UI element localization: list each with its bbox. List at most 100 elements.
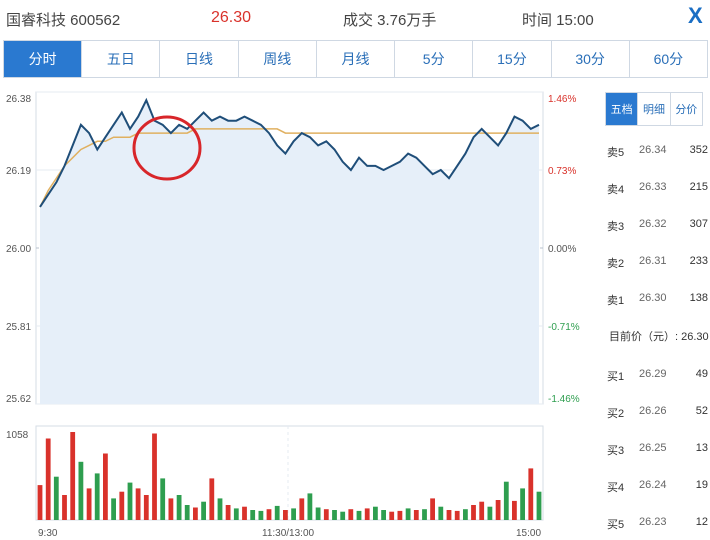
tab-daily[interactable]: 日线 — [160, 41, 239, 77]
volume-bar — [487, 506, 493, 520]
volume-bar — [176, 495, 182, 520]
ask-row: 卖5 26.34 352 — [605, 141, 708, 161]
percent-tick-label: -0.71% — [548, 322, 580, 333]
volume-bar — [127, 482, 133, 520]
ask-volume: 307 — [689, 218, 708, 230]
price-tick-label: 25.62 — [6, 394, 31, 405]
price-tick-label: 26.19 — [6, 166, 31, 177]
volume-bar — [446, 510, 452, 520]
volume-bar — [53, 476, 59, 520]
percent-tick-label: 0.00% — [548, 244, 576, 255]
volume-bar — [364, 508, 370, 520]
bid-volume: 19 — [695, 479, 708, 491]
highlight-circle — [132, 115, 202, 181]
average-price-line — [39, 128, 539, 208]
volume-text: 成交 3.76万手 — [343, 12, 437, 29]
volume-bar — [389, 511, 395, 520]
bid-volume: 49 — [695, 368, 708, 380]
volume-bar — [160, 478, 166, 520]
percent-tick-label: 1.46% — [548, 94, 576, 105]
volume-bar — [520, 488, 525, 520]
intraday-chart: 26.38 26.19 26.00 25.81 25.62 1.46% 0.73% 0.00… — [6, 91, 580, 539]
volume-bar — [503, 481, 509, 520]
tab-15min[interactable]: 15分 — [473, 41, 552, 77]
volume-bar — [250, 510, 256, 520]
volume-bar — [242, 506, 247, 520]
tab-order-book[interactable]: 五档 — [606, 93, 639, 125]
volume-bar — [381, 510, 386, 520]
price-tick-label: 26.00 — [6, 244, 31, 255]
volume-bar — [332, 510, 337, 520]
volume-bars — [37, 432, 542, 520]
tab-30min[interactable]: 30分 — [551, 41, 630, 77]
ask-label: 卖3 — [607, 221, 625, 233]
ask-volume: 352 — [689, 144, 708, 156]
tab-60min[interactable]: 60分 — [629, 41, 707, 77]
tab-trade-detail[interactable]: 明细 — [638, 93, 671, 125]
tab-5min[interactable]: 5分 — [395, 41, 474, 77]
ask-price: 26.33 — [639, 181, 667, 193]
ask-price: 26.32 — [639, 218, 667, 230]
volume-bar — [323, 509, 329, 520]
volume-bar — [274, 505, 280, 520]
ask-label: 卖2 — [607, 258, 625, 270]
tab-price-distribution[interactable]: 分价 — [675, 104, 698, 116]
volume-bar — [315, 507, 321, 520]
volume-bar — [135, 488, 141, 520]
ask-row: 卖3 26.32 307 — [605, 215, 708, 235]
volume-bar — [103, 453, 108, 520]
ask-price: 26.30 — [639, 292, 667, 304]
last-price: 26.30 — [211, 9, 252, 26]
volume-bar — [348, 509, 354, 520]
volume-bar — [37, 485, 43, 520]
volume-bar — [536, 491, 542, 520]
volume-bar — [258, 510, 264, 520]
ask-price: 26.34 — [639, 144, 667, 156]
volume-bar — [184, 505, 190, 520]
tab-intraday[interactable]: 分时 — [4, 41, 83, 77]
price-area-fill — [40, 100, 539, 404]
bid-row: 买1 26.29 49 — [605, 365, 708, 385]
volume-bar — [422, 509, 427, 520]
volume-bar — [283, 510, 288, 520]
price-axis-labels: 26.38 26.19 26.00 25.81 25.62 — [6, 94, 31, 405]
time-text: 时间 15:00 — [522, 12, 594, 29]
volume-bar — [168, 498, 174, 520]
ask-label: 卖1 — [607, 295, 625, 307]
volume-bar — [528, 468, 534, 520]
tab-monthly[interactable]: 月线 — [316, 41, 396, 77]
volume-bar — [193, 507, 198, 520]
bid-price: 26.24 — [639, 479, 667, 491]
price-tick-label: 25.81 — [6, 322, 31, 333]
volume-bar — [266, 509, 272, 520]
volume-bar — [340, 511, 346, 520]
bid-volume: 13 — [695, 442, 708, 454]
volume-bar — [512, 500, 517, 520]
ask-row: 卖2 26.31 233 — [605, 252, 708, 272]
ask-row: 卖1 26.30 138 — [605, 289, 708, 309]
close-icon[interactable]: X — [688, 3, 703, 28]
volume-bar — [86, 488, 92, 520]
volume-bar — [495, 500, 501, 520]
volume-bar — [62, 495, 67, 520]
volume-bar — [45, 438, 51, 520]
percent-tick-label: -1.46% — [548, 394, 580, 405]
volume-bar — [209, 478, 215, 520]
ask-volume: 215 — [689, 181, 708, 193]
x-tick-open: 9:30 — [38, 528, 58, 539]
tab-weekly[interactable]: 周线 — [238, 41, 317, 77]
ask-price: 26.31 — [639, 255, 667, 267]
volume-bar — [152, 433, 157, 520]
current-price-label: 目前价（元）: 26.30 — [609, 331, 709, 343]
volume-bar — [356, 510, 362, 520]
tab-five-day[interactable]: 五日 — [82, 41, 161, 77]
price-line — [39, 97, 540, 208]
price-tick-label: 26.38 — [6, 94, 31, 105]
ask-volume: 233 — [689, 255, 708, 267]
volume-bar — [143, 495, 149, 520]
x-tick-midday: 11:30/13:00 — [262, 528, 315, 539]
volume-bar — [111, 498, 116, 520]
x-tick-close: 15:00 — [516, 528, 541, 539]
bid-row: 买2 26.26 52 — [605, 402, 708, 422]
quote-header: 国睿科技 600562 26.30 成交 3.76万手 时间 15:00 X — [0, 0, 710, 36]
